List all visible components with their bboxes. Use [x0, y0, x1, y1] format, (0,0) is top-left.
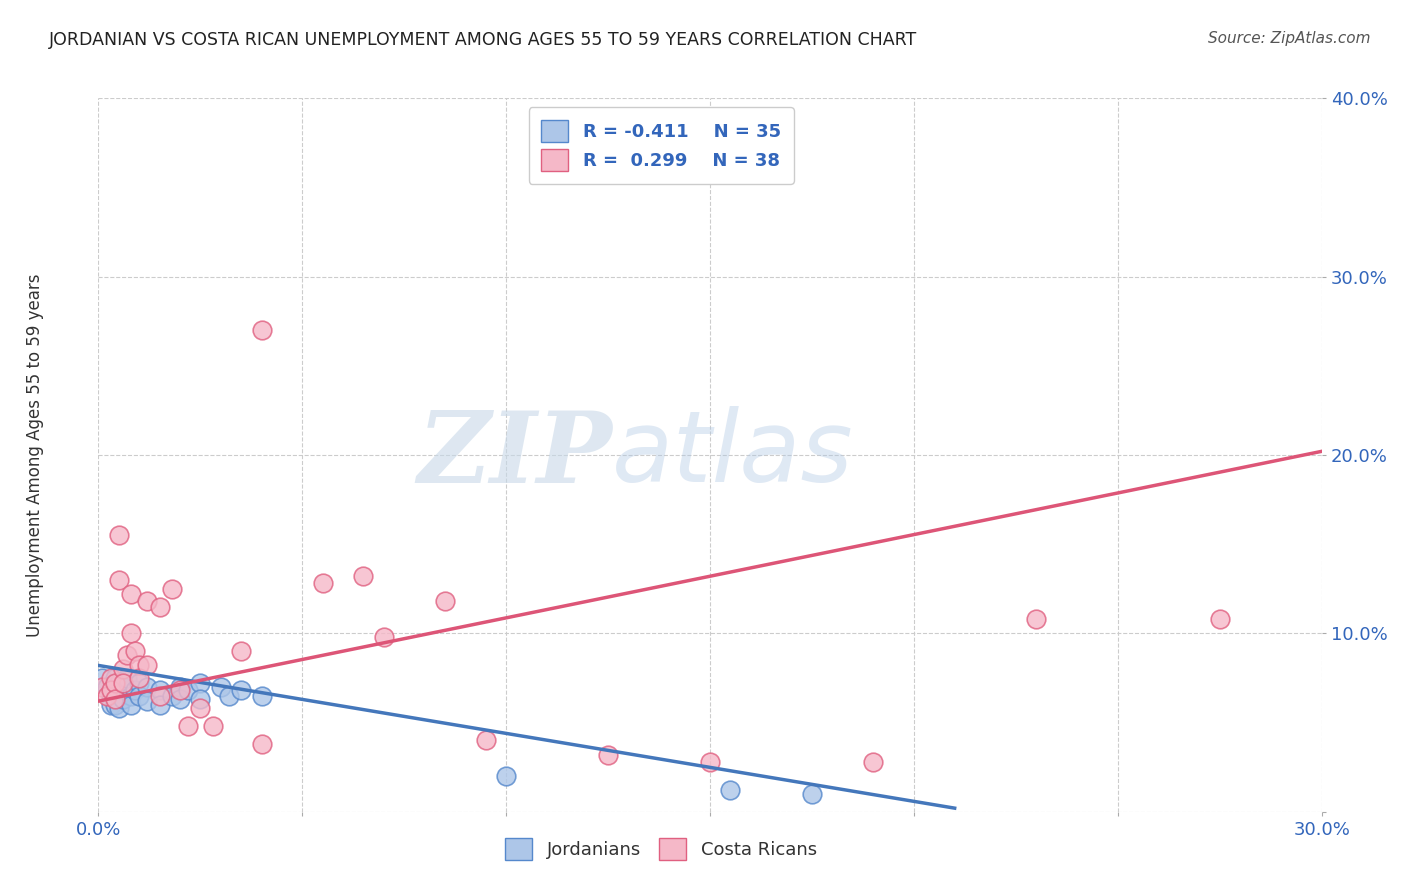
Point — [312, 576, 335, 591]
Point — [111, 662, 134, 676]
Point — [108, 676, 131, 690]
Legend: Jordanians, Costa Ricans: Jordanians, Costa Ricans — [491, 823, 831, 874]
Point — [169, 680, 191, 694]
Point — [218, 689, 240, 703]
Point — [108, 701, 131, 715]
Point — [120, 689, 142, 703]
Point — [128, 658, 150, 673]
Point — [128, 689, 150, 703]
Point — [104, 683, 127, 698]
Point — [124, 644, 146, 658]
Point — [120, 587, 142, 601]
Point — [862, 755, 884, 769]
Point — [801, 787, 824, 801]
Point — [160, 689, 183, 703]
Point — [160, 582, 183, 596]
Point — [495, 769, 517, 783]
Point — [231, 644, 253, 658]
Point — [104, 671, 127, 685]
Point — [250, 689, 273, 703]
Point — [104, 676, 127, 690]
Point — [108, 689, 131, 703]
Point — [136, 680, 159, 694]
Point — [115, 648, 138, 662]
Point — [104, 698, 127, 712]
Text: atlas: atlas — [612, 407, 853, 503]
Text: Unemployment Among Ages 55 to 59 years: Unemployment Among Ages 55 to 59 years — [27, 273, 44, 637]
Point — [136, 694, 159, 708]
Point — [100, 689, 122, 703]
Point — [96, 689, 118, 703]
Point — [149, 599, 172, 614]
Point — [96, 680, 118, 694]
Point — [188, 701, 212, 715]
Point — [120, 626, 142, 640]
Point — [108, 528, 131, 542]
Point — [177, 683, 200, 698]
Point — [108, 573, 131, 587]
Point — [149, 689, 172, 703]
Point — [111, 676, 134, 690]
Point — [128, 671, 150, 685]
Point — [136, 658, 159, 673]
Point — [1025, 612, 1047, 626]
Point — [104, 692, 127, 706]
Point — [149, 683, 172, 698]
Point — [169, 683, 191, 698]
Point — [115, 671, 138, 685]
Text: Source: ZipAtlas.com: Source: ZipAtlas.com — [1208, 31, 1371, 46]
Point — [250, 323, 273, 337]
Point — [100, 671, 122, 685]
Point — [209, 680, 232, 694]
Point — [352, 569, 374, 583]
Text: ZIP: ZIP — [418, 407, 612, 503]
Point — [598, 747, 620, 762]
Text: JORDANIAN VS COSTA RICAN UNEMPLOYMENT AMONG AGES 55 TO 59 YEARS CORRELATION CHAR: JORDANIAN VS COSTA RICAN UNEMPLOYMENT AM… — [49, 31, 918, 49]
Point — [434, 594, 457, 608]
Point — [111, 680, 134, 694]
Point — [91, 671, 114, 685]
Point — [124, 683, 146, 698]
Point — [136, 594, 159, 608]
Point — [231, 683, 253, 698]
Point — [91, 680, 114, 694]
Point — [100, 698, 122, 712]
Point — [373, 630, 395, 644]
Point — [100, 683, 122, 698]
Point — [188, 676, 212, 690]
Point — [474, 733, 498, 747]
Point — [250, 737, 273, 751]
Point — [128, 676, 150, 690]
Point — [1209, 612, 1232, 626]
Point — [169, 692, 191, 706]
Point — [111, 692, 134, 706]
Point — [120, 698, 142, 712]
Point — [149, 698, 172, 712]
Point — [177, 719, 200, 733]
Point — [699, 755, 721, 769]
Point — [188, 692, 212, 706]
Point — [201, 719, 224, 733]
Point — [718, 783, 742, 797]
